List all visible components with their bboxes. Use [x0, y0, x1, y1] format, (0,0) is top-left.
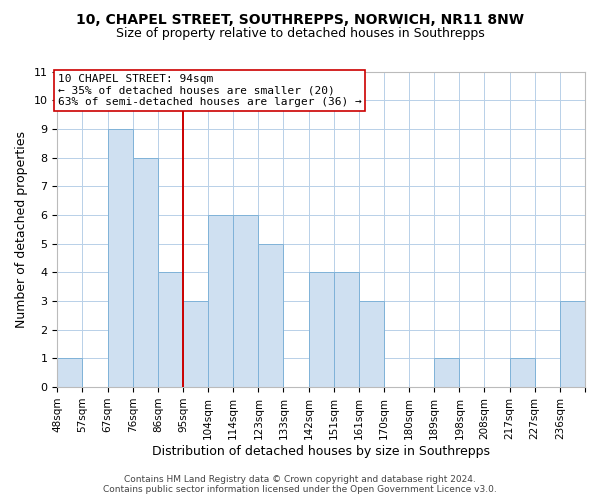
Text: Contains public sector information licensed under the Open Government Licence v3: Contains public sector information licen…	[103, 485, 497, 494]
Bar	[158, 272, 183, 387]
Bar	[560, 301, 585, 387]
Bar	[208, 215, 233, 387]
Text: Size of property relative to detached houses in Southrepps: Size of property relative to detached ho…	[116, 28, 484, 40]
Y-axis label: Number of detached properties: Number of detached properties	[15, 131, 28, 328]
Bar	[259, 244, 283, 387]
Text: 10, CHAPEL STREET, SOUTHREPPS, NORWICH, NR11 8NW: 10, CHAPEL STREET, SOUTHREPPS, NORWICH, …	[76, 12, 524, 26]
Bar	[183, 301, 208, 387]
Bar	[509, 358, 535, 387]
Text: 10 CHAPEL STREET: 94sqm
← 35% of detached houses are smaller (20)
63% of semi-de: 10 CHAPEL STREET: 94sqm ← 35% of detache…	[58, 74, 362, 107]
Bar	[133, 158, 158, 387]
Text: Contains HM Land Registry data © Crown copyright and database right 2024.: Contains HM Land Registry data © Crown c…	[124, 475, 476, 484]
Bar	[233, 215, 259, 387]
Bar	[107, 129, 133, 387]
Bar	[308, 272, 334, 387]
Bar	[57, 358, 82, 387]
Bar	[334, 272, 359, 387]
Bar	[359, 301, 384, 387]
Bar	[434, 358, 460, 387]
X-axis label: Distribution of detached houses by size in Southrepps: Distribution of detached houses by size …	[152, 444, 490, 458]
